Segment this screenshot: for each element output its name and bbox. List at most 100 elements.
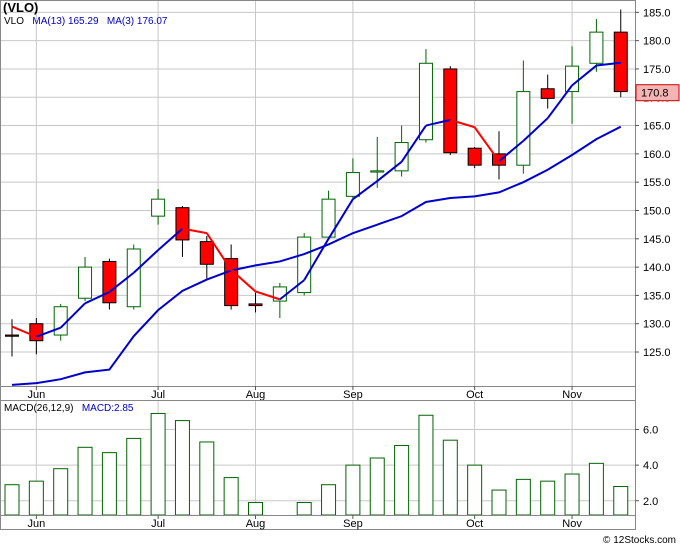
candle-body (248, 303, 263, 307)
date-strip-top (0, 386, 636, 401)
macd-bar (53, 468, 69, 516)
macd-tick-label: 2.0 (643, 496, 658, 508)
price-pane-frame (0, 0, 636, 387)
candle-body (199, 241, 214, 265)
macd-bar (588, 462, 604, 516)
macd-bar (345, 464, 361, 516)
macd-legend-value: MACD:2.85 (81, 403, 134, 414)
ma3-segment (400, 125, 427, 163)
ma3-segment (255, 290, 281, 301)
macd-bar (491, 489, 507, 516)
candle-body (175, 207, 190, 241)
macd-bar (28, 480, 44, 516)
candle (370, 136, 385, 188)
candle-body (297, 236, 312, 294)
macd-bar (296, 502, 312, 516)
candle-body (126, 248, 141, 308)
candle (467, 147, 482, 169)
ma3-segment (230, 269, 257, 293)
macd-y-axis: 2.0 4.0 6.0 (635, 425, 658, 508)
candle-body (565, 65, 580, 93)
candle-body (5, 334, 19, 337)
candle-body (345, 172, 360, 197)
ma3-segment (522, 117, 549, 142)
candle-body (151, 198, 166, 217)
price-legend: VLO MA(13) 165.29 MA(3) 176.07 (4, 16, 167, 27)
date-tick-label: Sep (343, 518, 363, 530)
price-tick-label: 150.0 (643, 205, 671, 217)
candle (540, 74, 555, 109)
candle (151, 188, 166, 225)
legend-ma3-value: 176.07 (136, 16, 168, 27)
price-grid (1, 1, 635, 386)
price-tick-label: 145.0 (643, 234, 671, 246)
candle (78, 256, 93, 302)
candle-body (516, 91, 531, 166)
macd-bar (248, 502, 263, 516)
candle-body (370, 170, 385, 173)
candle (345, 158, 360, 200)
macd-bars (4, 412, 629, 516)
ma3-segment (36, 326, 62, 338)
ma3-segment (108, 271, 135, 293)
price-tick-label: 135.0 (643, 290, 671, 302)
last-price-marker: 170.8 (635, 84, 680, 102)
candle-body (418, 62, 433, 141)
price-tick-label: 155.0 (643, 177, 671, 189)
candles (5, 9, 628, 357)
candle-body (224, 258, 239, 307)
legend-ticker: VLO (4, 16, 25, 27)
macd-bar (199, 441, 215, 516)
date-tick-label: Aug (246, 389, 266, 401)
date-tick-label: Oct (466, 389, 483, 401)
candle (199, 235, 214, 279)
date-tick-label: Oct (466, 518, 483, 530)
ma13-line (11, 125, 622, 386)
price-tick-label: 160.0 (643, 149, 671, 161)
candle (102, 258, 117, 310)
candle-body (613, 31, 628, 93)
date-tick-label: Nov (562, 518, 582, 530)
macd-legend-label: MACD(26,12,9) (4, 403, 74, 414)
price-tick-label: 140.0 (643, 262, 671, 274)
candle (297, 233, 312, 296)
macd-bar (442, 439, 458, 516)
moving-average-lines (11, 61, 622, 386)
date-tick-label: Jul (151, 518, 165, 530)
last-price-box (635, 84, 680, 102)
date-tick-label: Nov (562, 389, 582, 401)
macd-bar (150, 412, 166, 516)
ma3-segment (205, 232, 232, 271)
macd-bar (540, 480, 556, 516)
ma3-segment (450, 118, 475, 129)
macd-bar (126, 437, 142, 516)
ma3-segment (596, 61, 621, 67)
x-axis-top: Jun Jul Aug Sep Oct Nov (27, 386, 582, 401)
macd-bar (369, 457, 385, 516)
candle-body (467, 147, 482, 166)
macd-bar (223, 477, 239, 516)
date-tick-label: Sep (343, 389, 363, 401)
ma3-segment (546, 84, 573, 119)
date-tick-label: Aug (246, 518, 266, 530)
ma3-segment (133, 249, 159, 274)
macd-tick-label: 4.0 (643, 460, 658, 472)
candle-body (589, 31, 604, 64)
ma3-segment (182, 227, 207, 235)
price-tick-label: 165.0 (643, 121, 671, 133)
candle (516, 60, 531, 174)
ma3-segment (303, 238, 330, 281)
date-tick-label: Jul (151, 389, 165, 401)
ma3-segment (571, 64, 598, 87)
legend-ma3-label: MA(3) (106, 16, 135, 27)
ma3-segment (376, 161, 403, 182)
price-tick-label: 130.0 (643, 319, 671, 331)
candle (613, 9, 628, 98)
macd-grid (1, 401, 635, 515)
candle-body (443, 68, 458, 154)
legend-ma13-label: MA(13) (32, 16, 66, 27)
ma3-segment (425, 118, 451, 127)
macd-bar (394, 445, 410, 516)
